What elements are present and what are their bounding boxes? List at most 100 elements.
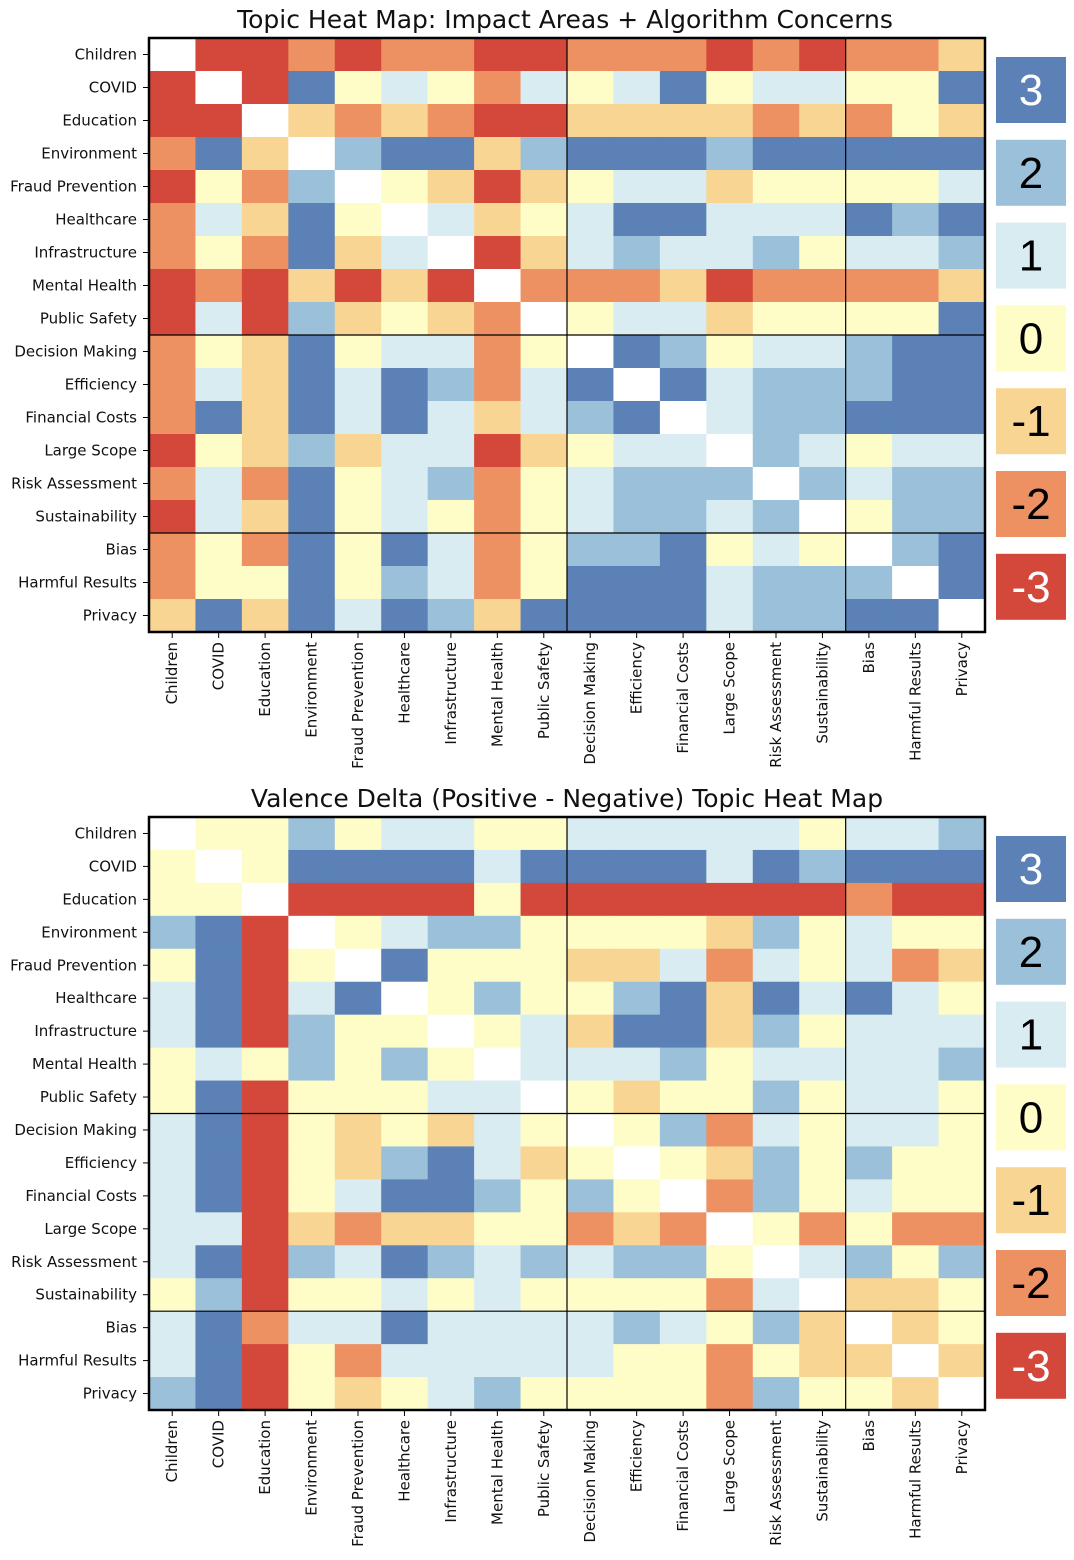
heatmap-cell xyxy=(334,467,382,501)
heatmap-cell xyxy=(149,368,197,402)
heatmap-cell xyxy=(474,434,522,468)
heatmap-cell xyxy=(799,566,847,600)
heatmap-cell xyxy=(567,566,615,600)
heatmap-cell xyxy=(799,1080,847,1115)
heatmap-cell xyxy=(892,203,940,237)
heatmap-cell xyxy=(427,104,475,138)
heatmap-cell xyxy=(149,500,197,534)
heatmap-cell xyxy=(567,915,615,950)
legend-swatch xyxy=(996,1250,1066,1316)
heatmap-cell xyxy=(892,104,940,138)
heatmap-cell xyxy=(799,849,847,884)
heatmap-cell xyxy=(195,302,243,336)
heatmap-cell xyxy=(799,948,847,983)
heatmap-cell xyxy=(334,236,382,270)
heatmap-cell xyxy=(520,1377,568,1411)
heatmap-cell xyxy=(659,137,707,171)
heatmap-cell xyxy=(613,170,661,204)
heatmap-cell xyxy=(427,1344,475,1378)
heatmap-cell xyxy=(149,599,197,633)
heatmap-cell xyxy=(288,467,336,501)
heatmap-cell xyxy=(659,849,707,884)
heatmap-cell xyxy=(567,1047,615,1082)
legend-swatch xyxy=(996,471,1066,537)
heatmap-cell xyxy=(613,1047,661,1082)
heatmap-cell xyxy=(938,1080,986,1115)
heatmap-cell xyxy=(938,1146,986,1180)
heatmap-cell xyxy=(892,981,940,1016)
y-tick-label: Privacy xyxy=(83,1385,137,1403)
heatmap-cell xyxy=(752,104,800,138)
heatmap-cell xyxy=(613,500,661,534)
heatmap-cell xyxy=(613,1377,661,1411)
heatmap-cell xyxy=(520,1047,568,1082)
legend-swatch xyxy=(996,553,1066,620)
heatmap-cell xyxy=(613,269,661,303)
heatmap-cell xyxy=(427,817,475,851)
heatmap-cell xyxy=(149,269,197,303)
heatmap-cell xyxy=(659,533,707,567)
x-tick-label: Decision Making xyxy=(581,1420,599,1543)
heatmap-cell xyxy=(613,1146,661,1180)
heatmap-cell xyxy=(567,882,615,917)
heatmap-cell xyxy=(520,1212,568,1246)
heatmap-cell xyxy=(149,137,197,171)
heatmap-cell xyxy=(752,915,800,950)
heatmap-cell xyxy=(474,38,522,72)
heatmap-cell xyxy=(427,1278,475,1312)
heatmap-cell xyxy=(195,104,243,138)
x-tick-label: Environment xyxy=(303,642,321,738)
heatmap-cell xyxy=(288,236,336,270)
heatmap-cell xyxy=(195,533,243,567)
heatmap-cell xyxy=(288,1245,336,1279)
heatmap-cell xyxy=(613,1179,661,1213)
heatmap-cell xyxy=(288,434,336,468)
heatmap-cell xyxy=(892,401,940,435)
heatmap-cell xyxy=(892,1146,940,1180)
heatmap-cell xyxy=(845,1377,893,1411)
heatmap-cell xyxy=(845,1278,893,1312)
heatmap-cell xyxy=(241,38,289,72)
heatmap-cell xyxy=(567,1212,615,1246)
heatmap-cell xyxy=(195,1179,243,1213)
heatmap-cell xyxy=(195,203,243,237)
heatmap-cell xyxy=(845,1179,893,1213)
heatmap-cell xyxy=(195,849,243,884)
heatmap-cell xyxy=(799,1146,847,1180)
heatmap-cell xyxy=(567,817,615,851)
heatmap-cell xyxy=(474,1245,522,1279)
heatmap-cell xyxy=(845,38,893,72)
heatmap-cell xyxy=(241,104,289,138)
heatmap-cell xyxy=(288,269,336,303)
x-tick-label: Education xyxy=(256,1420,274,1495)
heatmap-cell xyxy=(427,500,475,534)
heatmap-cell xyxy=(427,599,475,633)
heatmap-cell xyxy=(938,434,986,468)
heatmap-cell xyxy=(381,882,429,917)
heatmap-cell xyxy=(659,71,707,105)
heatmap-cell xyxy=(334,948,382,983)
heatmap-cell xyxy=(474,500,522,534)
heatmap-cell xyxy=(892,599,940,633)
legend-label: 1 xyxy=(1019,232,1043,281)
heatmap-cell xyxy=(334,533,382,567)
x-tick-label: Financial Costs xyxy=(674,1420,692,1532)
heatmap-cell xyxy=(520,335,568,369)
heatmap-cell xyxy=(659,882,707,917)
heatmap-cell xyxy=(241,302,289,336)
heatmap-cell xyxy=(567,948,615,983)
y-tick-label: Children xyxy=(75,824,137,842)
legend-swatch xyxy=(996,1084,1066,1151)
heatmap-cell xyxy=(427,203,475,237)
heatmap-cell xyxy=(381,817,429,851)
heatmap-cell xyxy=(381,599,429,633)
heatmap-cell xyxy=(706,1212,754,1246)
y-tick-label: Environment xyxy=(41,923,137,941)
heatmap-cell xyxy=(706,566,754,600)
heatmap-cell xyxy=(659,1113,707,1148)
x-tick-label: Large Scope xyxy=(721,1420,739,1513)
heatmap-cell xyxy=(892,1212,940,1246)
heatmap-cell xyxy=(149,434,197,468)
heatmap-cell xyxy=(427,1245,475,1279)
heatmap-cell xyxy=(892,1047,940,1082)
